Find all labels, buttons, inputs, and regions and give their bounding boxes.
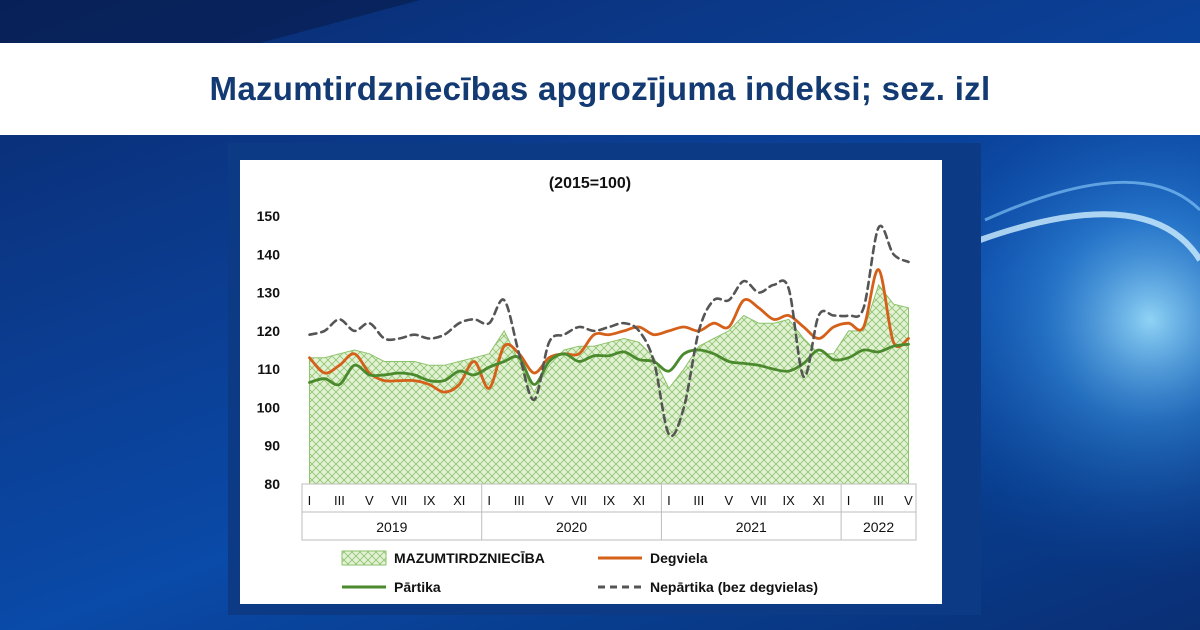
year-label: 2022 — [863, 519, 894, 535]
x-tick-label: I — [487, 493, 491, 508]
x-tick-label: VII — [391, 493, 407, 508]
series-area-mazumtirdznieciba — [309, 283, 909, 485]
x-tick-label: V — [365, 493, 374, 508]
x-tick-label: I — [308, 493, 312, 508]
y-tick-label: 120 — [257, 323, 281, 339]
y-tick-label: 80 — [264, 476, 280, 492]
x-tick-label: XI — [453, 493, 465, 508]
x-tick-label: VII — [751, 493, 767, 508]
x-tick-label: III — [514, 493, 525, 508]
legend-label: MAZUMTIRDZNIECĪBA — [394, 550, 545, 566]
page-title: Mazumtirdzniecības apgrozījuma indeksi; … — [209, 70, 991, 107]
x-tick-label: III — [693, 493, 704, 508]
y-tick-label: 90 — [264, 438, 280, 454]
x-tick-label: III — [873, 493, 884, 508]
x-tick-label: I — [667, 493, 671, 508]
x-tick-label: III — [334, 493, 345, 508]
y-tick-label: 130 — [257, 285, 281, 301]
title-bar: Mazumtirdzniecības apgrozījuma indeksi; … — [0, 43, 1200, 135]
series-line-partika — [308, 342, 910, 387]
year-label: 2020 — [556, 519, 587, 535]
series-line-degviela — [308, 268, 910, 394]
legend-label: Pārtika — [394, 579, 441, 595]
chart-card: (2015=100) 80 90 100 110 120 130 140 150 I III V V… — [240, 160, 942, 604]
year-label: 2019 — [376, 519, 407, 535]
y-tick-label: 140 — [257, 246, 281, 262]
x-tick-label: I — [847, 493, 851, 508]
x-tick-label: XI — [633, 493, 645, 508]
series-line-nepartika — [308, 224, 910, 438]
year-label: 2021 — [736, 519, 767, 535]
x-tick-label: V — [724, 493, 733, 508]
y-tick-label: 110 — [257, 361, 280, 377]
x-tick-label: XI — [813, 493, 825, 508]
chart-title: (2015=100) — [549, 175, 631, 192]
x-tick-label: IX — [603, 493, 616, 508]
x-tick-label: VII — [571, 493, 587, 508]
y-tick-label: 100 — [257, 399, 281, 415]
legend-label: Nepārtika (bez degvielas) — [650, 579, 818, 595]
x-tick-label: IX — [783, 493, 796, 508]
legend-label: Degviela — [650, 550, 708, 566]
x-tick-label: V — [545, 493, 554, 508]
x-tick-label: V — [904, 493, 913, 508]
legend-swatch-mazumtirdznieciba — [341, 550, 387, 566]
x-tick-label: IX — [423, 493, 436, 508]
y-tick-label: 150 — [257, 208, 281, 224]
